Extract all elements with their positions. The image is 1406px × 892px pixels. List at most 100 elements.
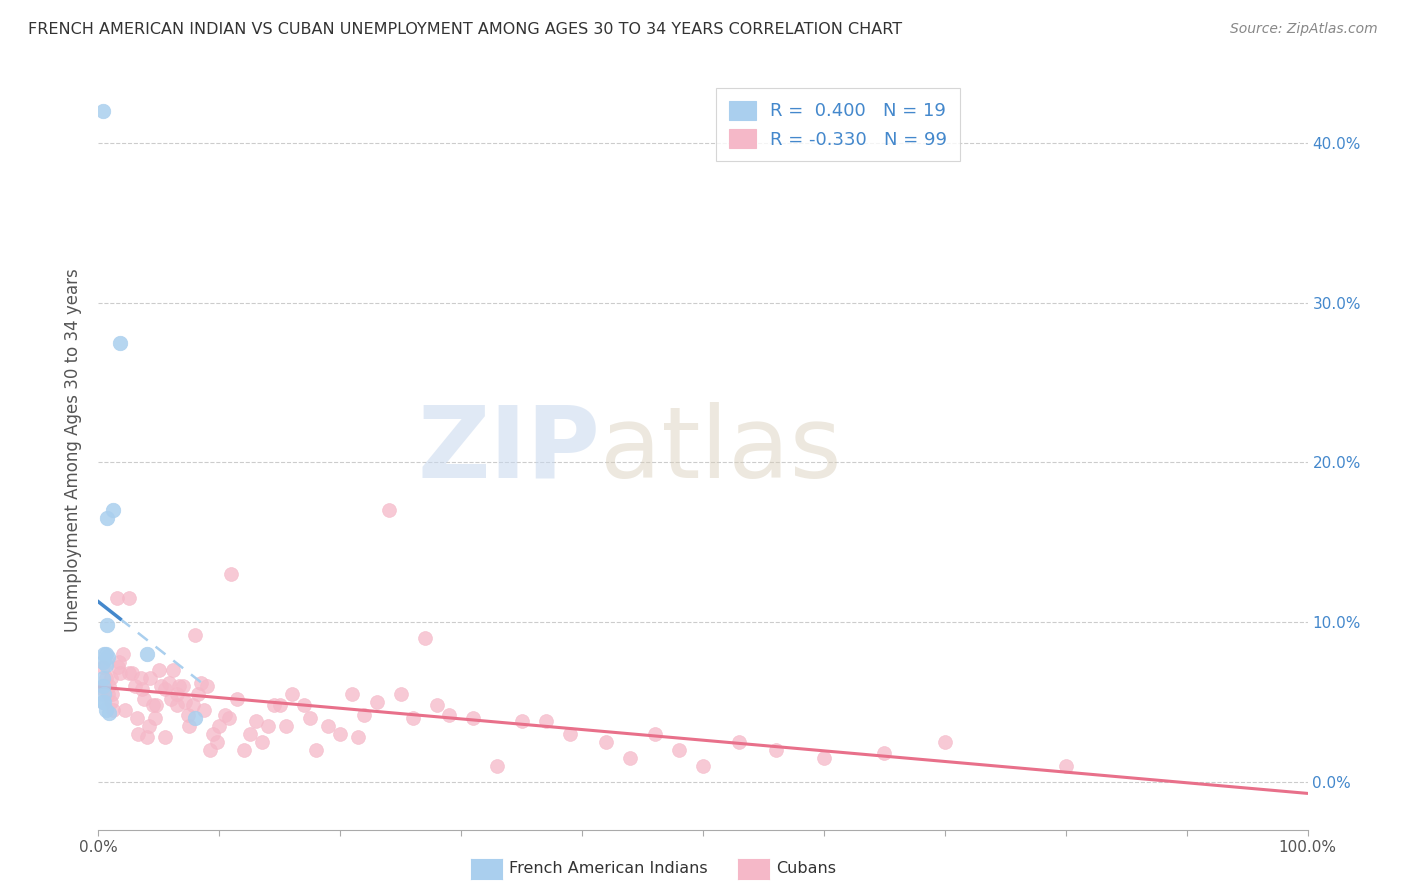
Point [127, 711, 149, 725]
Point [118, 591, 141, 606]
Point [97, 650, 120, 665]
Point [256, 719, 278, 733]
Point [105, 591, 128, 606]
Point [91, 104, 114, 119]
Point [329, 727, 352, 741]
Point [765, 743, 787, 757]
Point [96, 511, 118, 525]
Point [692, 758, 714, 772]
Point [402, 711, 425, 725]
Point [184, 711, 207, 725]
Point [108, 335, 131, 350]
Point [274, 719, 297, 733]
Point [353, 707, 375, 722]
Text: Cubans: Cubans [776, 862, 837, 876]
Point [193, 703, 215, 717]
Point [94, 703, 117, 717]
Point [157, 675, 180, 690]
Point [97, 687, 120, 701]
Point [644, 727, 666, 741]
Point [93, 679, 115, 693]
Point [226, 691, 249, 706]
Point [202, 727, 225, 741]
Point [98, 706, 121, 720]
Point [534, 714, 557, 728]
Point [179, 719, 201, 733]
Point [195, 679, 218, 693]
Point [107, 659, 129, 673]
Point [121, 666, 143, 681]
Point [437, 707, 460, 722]
Point [153, 682, 176, 697]
Point [181, 698, 204, 712]
Point [93, 695, 115, 709]
Point [316, 719, 339, 733]
Text: Source: ZipAtlas.com: Source: ZipAtlas.com [1230, 22, 1378, 37]
Point [129, 671, 152, 685]
Point [292, 698, 315, 712]
Point [486, 758, 509, 772]
Point [143, 711, 166, 725]
Point [135, 730, 157, 744]
Point [218, 711, 240, 725]
Point [91, 659, 114, 673]
Point [269, 698, 291, 712]
Point [93, 687, 115, 701]
Point [100, 695, 122, 709]
Point [94, 647, 117, 661]
Point [595, 735, 617, 749]
Point [91, 671, 114, 685]
Text: atlas: atlas [600, 402, 842, 499]
Point [205, 735, 228, 749]
Point [162, 663, 184, 677]
Point [187, 687, 209, 701]
Point [153, 730, 176, 744]
Point [172, 679, 194, 693]
Text: FRENCH AMERICAN INDIAN VS CUBAN UNEMPLOYMENT AMONG AGES 30 TO 34 YEARS CORRELATI: FRENCH AMERICAN INDIAN VS CUBAN UNEMPLOY… [28, 22, 903, 37]
Point [342, 687, 364, 701]
Point [124, 679, 146, 693]
Text: ZIP: ZIP [418, 402, 600, 499]
Point [91, 655, 114, 669]
Point [281, 687, 304, 701]
Point [91, 695, 114, 709]
Point [135, 647, 157, 661]
Point [305, 743, 328, 757]
Point [366, 695, 388, 709]
Point [94, 658, 117, 673]
Point [145, 698, 167, 712]
Point [208, 719, 231, 733]
Point [174, 695, 197, 709]
Point [668, 743, 690, 757]
Text: French American Indians: French American Indians [509, 862, 707, 876]
Point [813, 750, 835, 764]
Point [98, 679, 121, 693]
Point [108, 666, 131, 681]
Point [118, 666, 141, 681]
Point [558, 727, 581, 741]
Point [96, 618, 118, 632]
Point [93, 647, 115, 661]
Point [91, 682, 114, 697]
Point [166, 687, 188, 701]
Point [160, 691, 183, 706]
Point [91, 679, 114, 693]
Point [101, 703, 124, 717]
Point [184, 628, 207, 642]
Point [169, 679, 191, 693]
Legend: R =  0.400   N = 19, R = -0.330   N = 99: R = 0.400 N = 19, R = -0.330 N = 99 [716, 88, 960, 161]
Point [377, 503, 399, 517]
Point [177, 707, 200, 722]
Point [111, 647, 134, 661]
Point [239, 727, 262, 741]
Point [1054, 758, 1077, 772]
Point [426, 698, 449, 712]
Point [245, 714, 267, 728]
Point [166, 698, 188, 712]
Point [198, 743, 221, 757]
Point [389, 687, 412, 701]
Point [299, 711, 322, 725]
Point [463, 711, 485, 725]
Point [873, 746, 896, 760]
Point [510, 714, 533, 728]
